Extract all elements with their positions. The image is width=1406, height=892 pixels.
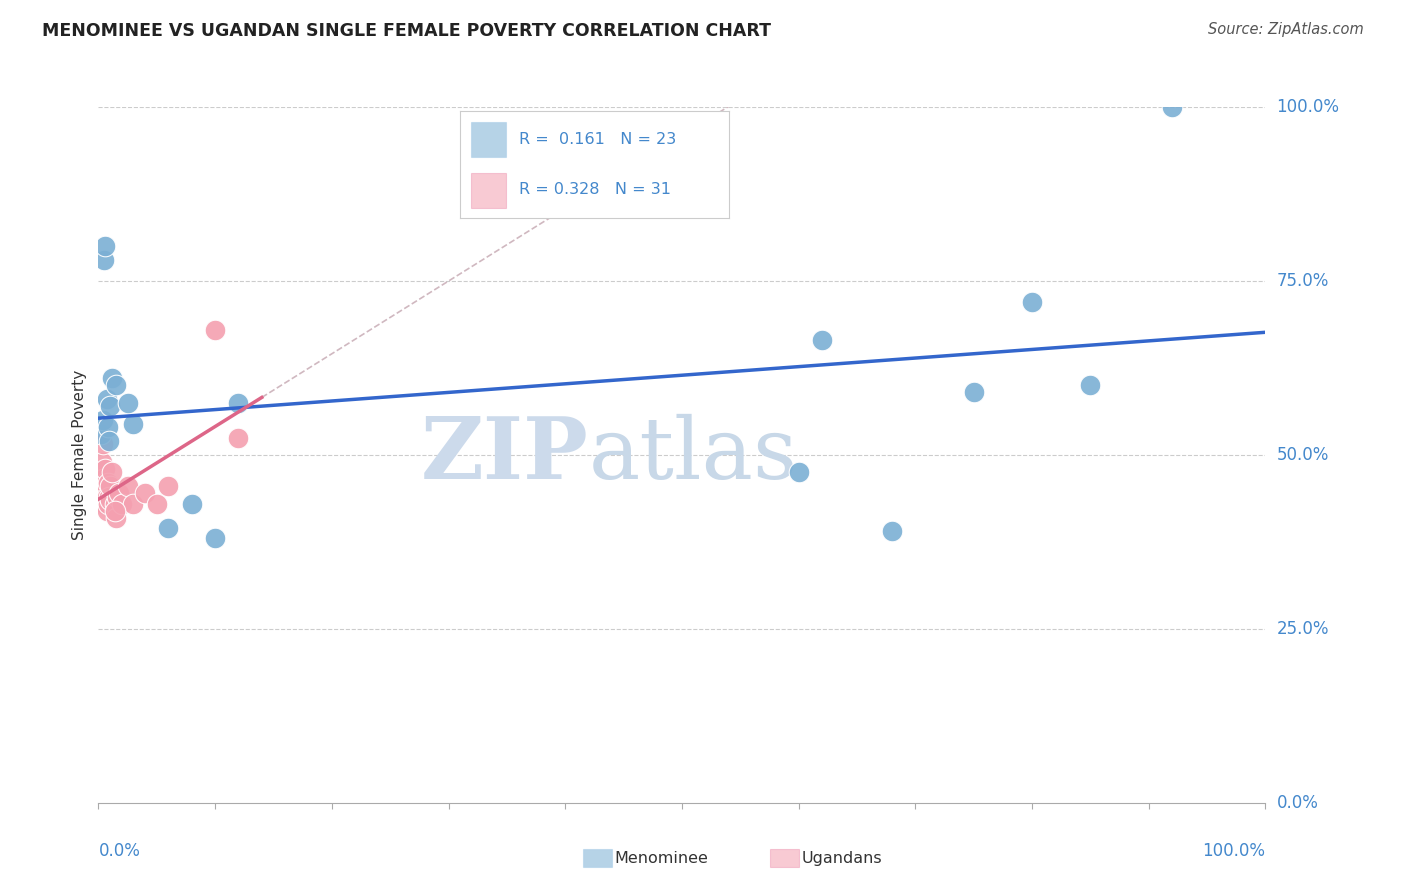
- Point: [96, 392, 118, 407]
- Point: [98, 493, 121, 508]
- Point: [90, 455, 112, 469]
- Text: 0.0%: 0.0%: [98, 842, 141, 860]
- Point: [104, 503, 127, 517]
- Point: [117, 479, 139, 493]
- Point: [96, 490, 118, 504]
- Text: 0.0%: 0.0%: [1277, 794, 1319, 812]
- Point: [134, 486, 156, 500]
- Point: [228, 396, 250, 410]
- Point: [94, 239, 117, 253]
- Point: [962, 385, 984, 400]
- Point: [101, 371, 124, 385]
- Y-axis label: Single Female Poverty: Single Female Poverty: [72, 370, 87, 540]
- Point: [122, 497, 145, 511]
- Text: ZIP: ZIP: [420, 413, 589, 497]
- Point: [122, 417, 145, 431]
- Point: [180, 497, 202, 511]
- Point: [146, 497, 169, 511]
- Point: [91, 437, 114, 451]
- Point: [97, 420, 120, 434]
- Point: [89, 490, 111, 504]
- Point: [98, 479, 121, 493]
- Point: [93, 479, 115, 493]
- Point: [97, 475, 120, 490]
- Point: [157, 521, 180, 535]
- Text: Menominee: Menominee: [614, 851, 709, 865]
- Point: [111, 497, 134, 511]
- Point: [97, 497, 120, 511]
- Point: [811, 333, 834, 347]
- Point: [98, 399, 121, 413]
- Point: [105, 490, 128, 504]
- Text: R =  0.161   N = 23: R = 0.161 N = 23: [519, 132, 676, 147]
- Point: [880, 524, 903, 539]
- Point: [228, 431, 250, 445]
- Point: [97, 490, 120, 504]
- Point: [104, 497, 127, 511]
- Point: [1021, 294, 1043, 309]
- Point: [117, 396, 139, 410]
- Point: [1080, 378, 1102, 392]
- Text: R = 0.328   N = 31: R = 0.328 N = 31: [519, 182, 671, 197]
- Point: [104, 378, 127, 392]
- Text: 50.0%: 50.0%: [1277, 446, 1329, 464]
- FancyBboxPatch shape: [471, 173, 506, 208]
- Point: [1161, 100, 1184, 114]
- Point: [96, 503, 118, 517]
- Point: [94, 462, 117, 476]
- FancyBboxPatch shape: [471, 122, 506, 157]
- Point: [157, 479, 180, 493]
- Point: [93, 497, 115, 511]
- Point: [204, 532, 226, 546]
- Point: [101, 466, 124, 480]
- Point: [91, 413, 114, 427]
- Text: Source: ZipAtlas.com: Source: ZipAtlas.com: [1208, 22, 1364, 37]
- Point: [91, 472, 114, 486]
- Text: 100.0%: 100.0%: [1277, 98, 1340, 116]
- Text: 75.0%: 75.0%: [1277, 272, 1329, 290]
- Text: Ugandans: Ugandans: [801, 851, 882, 865]
- Point: [108, 486, 131, 500]
- Point: [204, 323, 226, 337]
- Point: [787, 466, 810, 480]
- Point: [104, 510, 127, 524]
- Point: [93, 253, 115, 268]
- Point: [97, 434, 120, 448]
- Text: 25.0%: 25.0%: [1277, 620, 1329, 638]
- Point: [90, 427, 112, 442]
- Point: [90, 475, 112, 490]
- Text: atlas: atlas: [589, 413, 797, 497]
- Text: MENOMINEE VS UGANDAN SINGLE FEMALE POVERTY CORRELATION CHART: MENOMINEE VS UGANDAN SINGLE FEMALE POVER…: [42, 22, 770, 40]
- Point: [90, 490, 112, 504]
- Point: [94, 475, 117, 490]
- Text: 100.0%: 100.0%: [1202, 842, 1265, 860]
